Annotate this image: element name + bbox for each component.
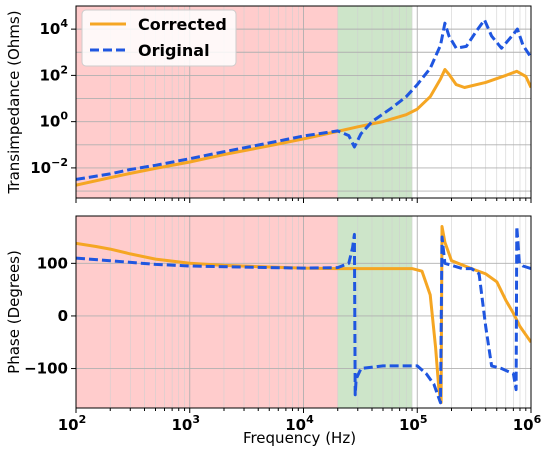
phase-ytick-label: 100	[37, 254, 68, 272]
phase-series-original	[76, 225, 531, 405]
legend-label-original: Original	[138, 41, 210, 60]
phase-band-0	[76, 216, 338, 408]
magnitude-series-corrected	[76, 68, 531, 187]
phase-ytick-label: 0	[58, 307, 68, 325]
phase-xtick-label: 106	[513, 413, 542, 434]
phase-xtick-label: 103	[171, 413, 200, 434]
legend: Corrected Original	[81, 9, 237, 67]
phase-xtick-label: 105	[399, 413, 428, 434]
magnitude-y-axis-title: Transimpedance (Ohms)	[5, 10, 23, 194]
phase-band-1	[337, 216, 413, 408]
phase-panel: 100 0 −100 102 103 104 105 106 Phase (Degrees) Fr…	[5, 215, 542, 447]
legend-label-corrected: Corrected	[138, 15, 227, 34]
x-axis-title: Frequency (Hz)	[243, 429, 356, 447]
phase-ytick-label: −100	[24, 360, 68, 378]
magnitude-ytick-label: 100	[39, 110, 68, 131]
magnitude-panel: 10−2 100 102 104 Transimpedance (Ohms) Correc…	[5, 5, 532, 203]
phase-xtick-label: 102	[58, 413, 87, 434]
magnitude-ytick-label: 104	[39, 17, 68, 38]
phase-grid	[76, 216, 531, 408]
phase-xtick-label: 104	[285, 413, 314, 434]
magnitude-series-original	[76, 18, 531, 181]
magnitude-ytick-label: 10−2	[30, 156, 68, 177]
magnitude-ytick-label: 102	[39, 63, 68, 84]
phase-series-corrected	[76, 225, 531, 405]
phase-y-axis-title: Phase (Degrees)	[5, 250, 23, 374]
